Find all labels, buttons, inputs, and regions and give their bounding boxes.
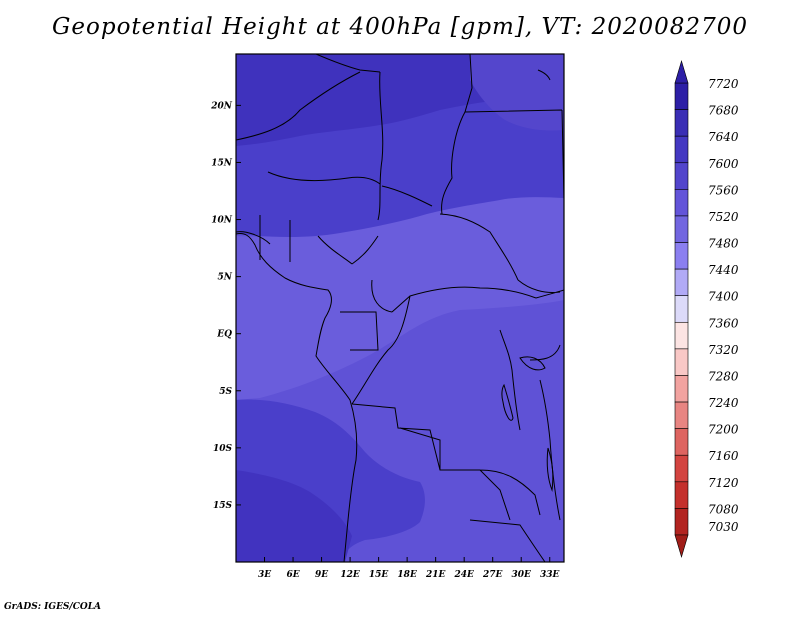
colorbar-max-triangle: [674, 59, 689, 84]
colorbar-label: 7320: [708, 343, 739, 357]
y-tick-label: 20N: [210, 101, 233, 111]
y-tick-label: 5S: [219, 387, 232, 397]
colorbar-segment: [674, 189, 689, 217]
y-tick-label: EQ: [216, 330, 232, 340]
y-tick-label: 5N: [218, 273, 233, 283]
colorbar-label: 7080: [708, 502, 739, 516]
plot-frame: [235, 53, 565, 563]
y-tick-label: 15N: [211, 158, 233, 168]
x-tick-label: 24E: [453, 570, 474, 580]
x-tick-label: 15E: [369, 570, 389, 580]
x-tick-label: 21E: [425, 570, 446, 580]
colorbar-label: 7030: [708, 520, 739, 534]
chart-title: Geopotential Height at 400hPa [gpm], VT:…: [52, 14, 748, 40]
x-tick-label: 6E: [286, 570, 299, 580]
colorbar-label: 7480: [708, 237, 739, 251]
colorbar-label: 7680: [708, 104, 739, 118]
grads-credit: GrADS: IGES/COLA: [4, 602, 102, 612]
colorbar-segment: [674, 135, 689, 164]
y-tick-label: 10N: [211, 216, 233, 226]
colorbar-segment: [674, 401, 689, 429]
colorbar-segment: [674, 268, 689, 297]
y-axis: 20N 15N 10N 5N EQ 5S 10S 15S: [210, 101, 241, 511]
colorbar-segment: [674, 109, 689, 137]
colorbar-segment: [674, 508, 689, 536]
x-tick-label: 3E: [258, 570, 271, 580]
colorbar-segment: [674, 428, 689, 456]
x-tick-label: 33E: [540, 570, 560, 580]
field-band-7640-atlantic: [236, 470, 352, 562]
contour-fill: [236, 54, 564, 562]
x-tick-label: 12E: [340, 570, 360, 580]
x-tick-label: 9E: [315, 570, 328, 580]
colorbar-label: 7160: [708, 449, 739, 463]
colorbar-segment: [674, 348, 689, 376]
colorbar-label: 7240: [708, 396, 739, 410]
x-tick-label: 30E: [512, 570, 532, 580]
colorbar-label: 7720: [708, 77, 739, 91]
colorbar-label: 7600: [708, 157, 739, 171]
colorbar-segment: [674, 242, 689, 270]
colorbar-segment: [674, 375, 689, 403]
x-axis: 3E 6E 9E 12E 15E 18E 21E 24E 27E 30E 33E: [258, 557, 560, 580]
colorbar-segment: [674, 215, 689, 243]
colorbar-label: 7400: [708, 290, 739, 304]
colorbar-label: 7280: [708, 369, 739, 383]
colorbar-label: 7520: [708, 210, 739, 224]
colorbar-label: 7120: [708, 476, 739, 490]
colorbar-segment: [674, 162, 689, 190]
y-tick-label: 15S: [213, 501, 233, 511]
colorbar-segment: [674, 321, 689, 350]
colorbar-label: 7440: [708, 263, 739, 277]
colorbar-min-triangle: [674, 534, 689, 559]
y-tick-label: 10S: [213, 444, 233, 454]
colorbar-segment: [674, 295, 689, 323]
colorbar-segment: [674, 454, 689, 483]
colorbar-label: 7360: [708, 316, 739, 330]
colorbar-label: 7560: [708, 183, 739, 197]
x-tick-label: 27E: [482, 570, 503, 580]
colorbar-label: 7200: [708, 423, 739, 437]
field-band-7560-ne: [470, 54, 564, 131]
country-borders: [236, 54, 564, 562]
colorbar-label: 7640: [708, 130, 739, 144]
colorbar-segment: [674, 82, 689, 110]
colorbar: 7720 7680 7640 7600 7560 7520 7480 7440 7400 7360…: [674, 59, 739, 559]
colorbar-segment: [674, 481, 689, 509]
x-tick-label: 18E: [397, 570, 417, 580]
